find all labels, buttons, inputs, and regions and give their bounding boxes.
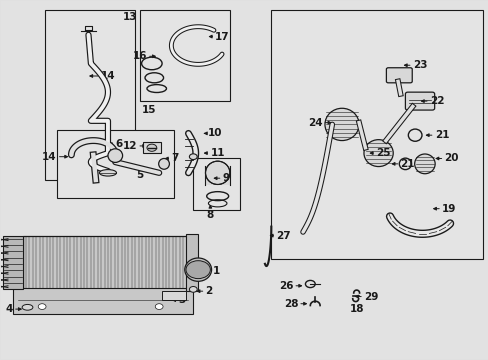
Circle shape — [38, 304, 46, 310]
Polygon shape — [22, 235, 188, 289]
Text: 17: 17 — [215, 32, 229, 41]
Text: 1: 1 — [212, 266, 220, 276]
Circle shape — [189, 287, 197, 292]
Text: 27: 27 — [276, 231, 290, 240]
Ellipse shape — [414, 154, 434, 174]
Bar — [143, 142, 160, 153]
Bar — [193, 158, 239, 211]
Text: 14: 14 — [42, 152, 57, 162]
Circle shape — [155, 304, 163, 310]
Text: 7: 7 — [171, 153, 179, 163]
Bar — [161, 291, 185, 300]
Text: 25: 25 — [375, 148, 390, 158]
Circle shape — [189, 154, 197, 159]
Bar — [44, 10, 135, 180]
Text: 16: 16 — [132, 51, 147, 61]
Text: 9: 9 — [222, 173, 229, 183]
Text: 21: 21 — [400, 159, 414, 169]
Text: 14: 14 — [101, 71, 115, 81]
Ellipse shape — [184, 258, 211, 281]
Ellipse shape — [158, 158, 169, 169]
Ellipse shape — [22, 305, 33, 310]
Ellipse shape — [205, 161, 229, 184]
Polygon shape — [3, 235, 22, 289]
Text: 21: 21 — [434, 130, 448, 140]
Text: 15: 15 — [142, 105, 156, 115]
Circle shape — [147, 144, 157, 151]
Bar — [205, 166, 229, 185]
FancyBboxPatch shape — [386, 68, 411, 83]
Ellipse shape — [108, 149, 122, 162]
Text: 26: 26 — [278, 281, 293, 291]
Ellipse shape — [99, 170, 116, 176]
Text: 28: 28 — [283, 299, 298, 309]
FancyBboxPatch shape — [405, 92, 434, 110]
Bar — [57, 130, 173, 198]
Text: 12: 12 — [122, 141, 137, 151]
Bar — [13, 288, 193, 315]
Text: 4: 4 — [5, 304, 13, 314]
Text: 24: 24 — [307, 118, 322, 128]
Circle shape — [185, 261, 210, 279]
Text: 2: 2 — [205, 286, 212, 296]
Text: 10: 10 — [207, 129, 222, 138]
Text: 6: 6 — [115, 139, 122, 149]
Text: 13: 13 — [122, 12, 137, 22]
Text: 18: 18 — [349, 304, 363, 314]
Text: 5: 5 — [136, 170, 143, 180]
Ellipse shape — [325, 108, 358, 140]
Text: 11: 11 — [210, 148, 224, 158]
Text: 3: 3 — [178, 295, 185, 305]
Text: 20: 20 — [444, 153, 458, 163]
Text: 22: 22 — [429, 96, 444, 106]
Text: 29: 29 — [363, 292, 378, 302]
Text: 8: 8 — [206, 211, 214, 220]
Text: 19: 19 — [441, 204, 455, 214]
Ellipse shape — [363, 140, 392, 167]
Text: 23: 23 — [412, 60, 427, 70]
Bar — [271, 10, 483, 259]
Bar — [140, 10, 229, 101]
Bar — [185, 234, 198, 291]
